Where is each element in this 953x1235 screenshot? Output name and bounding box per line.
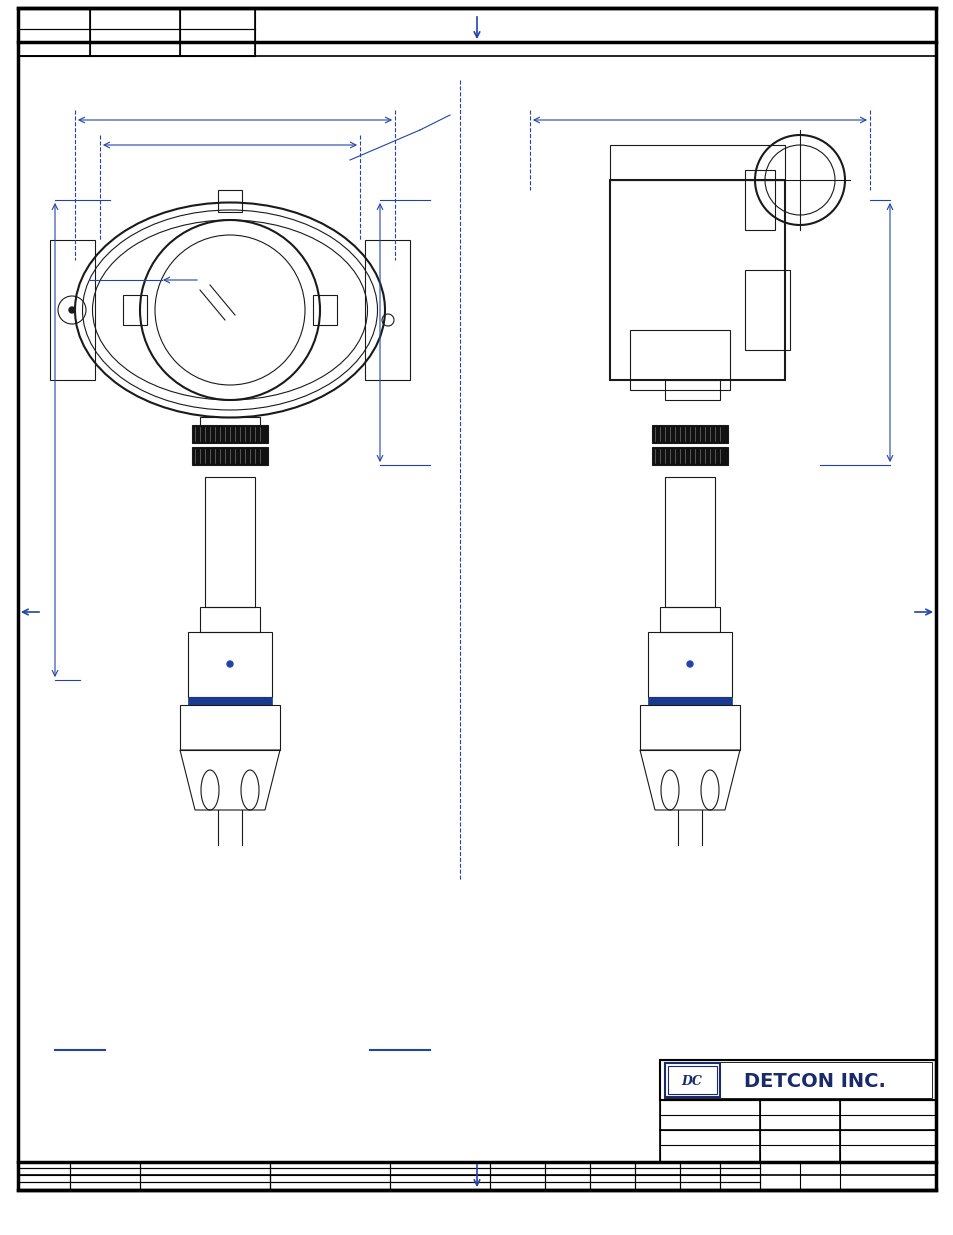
Circle shape <box>227 661 233 667</box>
Bar <box>744 170 774 230</box>
Bar <box>651 425 727 443</box>
Bar <box>664 380 720 400</box>
Bar <box>50 240 95 380</box>
Bar <box>664 477 714 606</box>
Bar <box>218 190 242 212</box>
Bar <box>667 1066 717 1094</box>
Bar <box>659 606 720 632</box>
Bar <box>609 144 784 180</box>
Bar <box>200 417 260 442</box>
Bar <box>180 705 280 750</box>
Bar <box>192 425 268 443</box>
Bar <box>744 270 789 350</box>
Text: DETCON INC.: DETCON INC. <box>743 1072 885 1092</box>
Circle shape <box>686 661 692 667</box>
Bar <box>123 295 147 325</box>
Bar <box>609 180 784 380</box>
Bar <box>188 697 272 705</box>
Circle shape <box>69 308 75 312</box>
Bar <box>200 606 260 632</box>
Bar <box>365 240 410 380</box>
Bar <box>651 447 727 466</box>
Bar <box>192 447 268 466</box>
Bar <box>664 1063 720 1097</box>
Bar <box>313 295 336 325</box>
Bar <box>188 632 272 697</box>
Bar <box>647 697 731 705</box>
Bar <box>647 632 731 697</box>
Bar <box>629 330 729 390</box>
Bar <box>639 705 740 750</box>
Bar <box>205 477 254 606</box>
Text: DC: DC <box>680 1076 701 1088</box>
